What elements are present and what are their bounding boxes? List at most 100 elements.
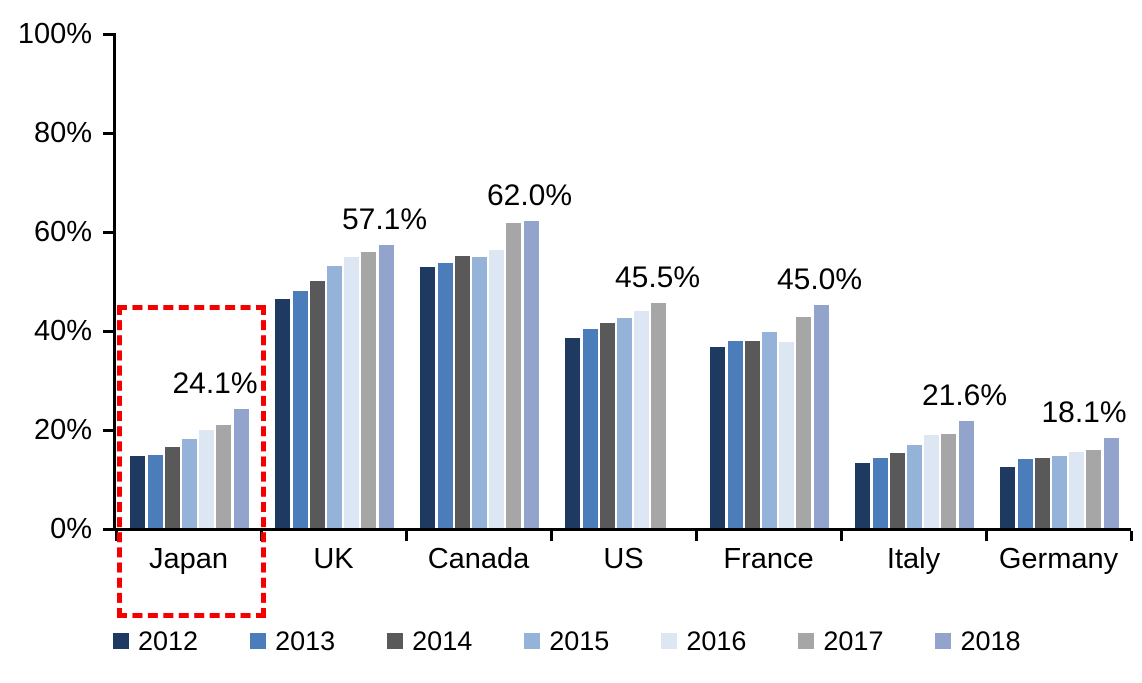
bar-uk-2017 — [361, 252, 377, 528]
data-label-germany: 18.1% — [1041, 396, 1127, 430]
bar-us-2012 — [565, 337, 581, 528]
legend-item-2014: 2014 — [387, 626, 472, 656]
bar-us-2017 — [651, 302, 667, 528]
y-axis-tick — [103, 33, 116, 36]
x-axis-tick — [695, 531, 698, 541]
bar-japan-2016 — [199, 429, 215, 528]
bar-france-2017 — [796, 317, 812, 528]
bar-canada-2016 — [489, 249, 505, 528]
bar-us-2015 — [617, 318, 632, 528]
bar-japan-2014 — [164, 446, 180, 528]
bar-uk-2016 — [344, 257, 360, 528]
bar-japan-2018 — [233, 408, 249, 528]
legend-label-2014: 2014 — [412, 626, 473, 656]
data-label-france: 45.0% — [776, 263, 863, 297]
y-axis-line — [113, 33, 116, 531]
bar-uk-2012 — [275, 299, 291, 528]
x-axis-tick — [985, 531, 988, 541]
bar-japan-2012 — [130, 456, 146, 528]
category-label-japan: Japan — [148, 543, 228, 575]
bar-canada-2012 — [420, 266, 436, 528]
bar-italy-2018 — [958, 421, 974, 528]
bar-france-2012 — [710, 346, 726, 528]
bar-germany-2016 — [1069, 452, 1085, 528]
legend-label-2017: 2017 — [823, 626, 884, 656]
category-label-uk: UK — [313, 543, 354, 575]
y-axis-tick — [103, 132, 116, 135]
bar-japan-2017 — [216, 424, 232, 528]
bar-us-2016 — [634, 311, 650, 528]
legend-swatch-2015 — [524, 633, 541, 649]
legend-swatch-2012 — [113, 633, 129, 649]
legend-label-2013: 2013 — [275, 626, 336, 656]
bar-italy-2015 — [907, 444, 922, 528]
y-axis-tick — [103, 528, 116, 531]
legend-item-2015: 2015 — [524, 626, 609, 656]
bar-italy-2016 — [924, 434, 940, 528]
x-axis-tick — [405, 531, 408, 541]
legend-label-2016: 2016 — [686, 626, 747, 656]
data-label-us: 45.5% — [614, 260, 701, 294]
y-axis-tick-label: 100% — [17, 18, 92, 50]
legend-swatch-2013 — [250, 633, 267, 649]
bar-france-2014 — [744, 340, 760, 528]
bar-germany-2018 — [1103, 438, 1119, 528]
bar-uk-2018 — [378, 245, 394, 528]
bar-germany-2012 — [1000, 466, 1016, 528]
legend: 2012 2013 2014 2015 2016 2017 2018 — [113, 626, 1073, 656]
y-axis-tick-label: 60% — [33, 216, 92, 248]
bar-germany-2015 — [1052, 455, 1067, 528]
x-axis-line — [113, 528, 1131, 531]
y-axis-tick-label: 20% — [33, 414, 92, 446]
x-axis-tick — [1130, 531, 1133, 541]
bar-japan-2013 — [147, 454, 163, 528]
bar-germany-2013 — [1017, 459, 1033, 528]
x-axis-tick — [840, 531, 843, 541]
bar-germany-2014 — [1034, 457, 1050, 528]
bar-uk-2013 — [292, 291, 308, 528]
data-label-italy: 21.6% — [921, 379, 1008, 413]
y-axis-tick — [103, 231, 116, 234]
legend-label-2018: 2018 — [960, 626, 1021, 656]
category-label-germany: Germany — [998, 543, 1119, 575]
bar-france-2016 — [779, 341, 795, 528]
bar-canada-2018 — [523, 221, 539, 528]
legend-swatch-2016 — [661, 633, 678, 649]
legend-swatch-2014 — [387, 633, 404, 649]
legend-swatch-2018 — [935, 633, 952, 649]
bar-italy-2014 — [889, 452, 905, 528]
bar-canada-2014 — [454, 255, 470, 528]
bar-canada-2013 — [437, 263, 453, 528]
bar-france-2018 — [813, 305, 829, 528]
legend-item-2013: 2013 — [250, 626, 335, 656]
data-label-uk: 57.1% — [341, 203, 428, 237]
legend-item-2016: 2016 — [661, 626, 746, 656]
japan-highlight-dashed-box — [117, 305, 266, 618]
legend-item-2018: 2018 — [935, 626, 1021, 656]
legend-item-2012: 2012 — [113, 626, 198, 656]
data-label-canada: 62.0% — [486, 179, 573, 213]
bar-uk-2015 — [327, 265, 342, 528]
legend-label-2015: 2015 — [549, 626, 610, 656]
bar-germany-2017 — [1086, 449, 1102, 528]
y-axis-tick-label: 80% — [33, 117, 92, 149]
category-label-canada: Canada — [427, 543, 530, 575]
legend-item-2017: 2017 — [798, 626, 883, 656]
bar-japan-2015 — [182, 439, 197, 528]
bar-us-2014 — [599, 323, 615, 528]
bar-canada-2015 — [472, 257, 487, 528]
bar-france-2013 — [727, 340, 743, 528]
bar-uk-2014 — [309, 281, 325, 528]
bar-france-2015 — [762, 332, 777, 528]
bar-us-2013 — [582, 329, 598, 528]
y-axis-tick — [103, 429, 116, 432]
data-label-japan: 24.1% — [172, 366, 258, 400]
category-label-france: France — [723, 543, 814, 575]
bar-canada-2017 — [506, 223, 522, 528]
bar-italy-2017 — [941, 433, 957, 528]
x-axis-tick — [115, 531, 118, 541]
y-axis-tick — [103, 330, 116, 333]
category-label-us: US — [603, 543, 644, 575]
bar-italy-2012 — [855, 463, 871, 528]
